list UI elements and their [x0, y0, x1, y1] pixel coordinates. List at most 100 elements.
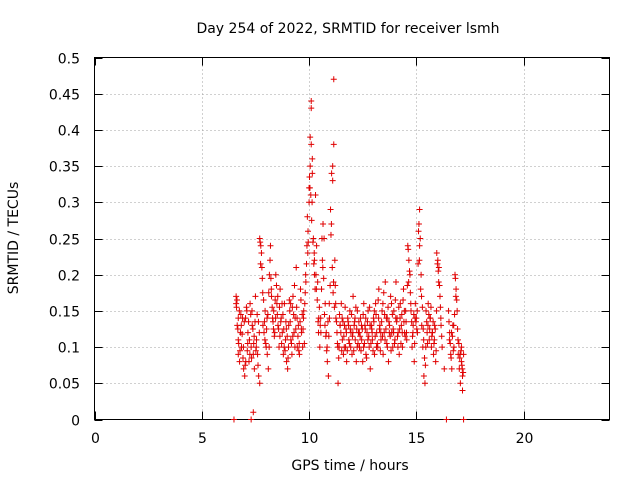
data-point [425, 311, 432, 318]
data-point [385, 358, 392, 365]
data-point [388, 347, 395, 354]
data-point [415, 228, 422, 235]
data-point [357, 315, 364, 322]
data-point [267, 242, 274, 249]
data-point [452, 275, 459, 282]
data-point [294, 315, 301, 322]
data-point [356, 329, 363, 336]
data-point [256, 380, 263, 387]
data-point [454, 307, 461, 314]
data-point [246, 351, 253, 358]
data-point [303, 260, 310, 267]
data-point [289, 333, 296, 340]
data-point [287, 318, 294, 325]
data-point [329, 264, 336, 271]
data-point [417, 286, 424, 293]
data-point [422, 344, 429, 351]
data-point [235, 351, 242, 358]
data-point [338, 300, 345, 307]
data-point [325, 333, 332, 340]
data-point [296, 340, 303, 347]
data-point [386, 322, 393, 329]
data-point [230, 416, 237, 423]
data-point [426, 326, 433, 332]
data-point [345, 322, 352, 329]
data-point [358, 347, 365, 354]
data-point [257, 260, 264, 267]
data-point [459, 373, 466, 380]
data-point [261, 336, 268, 343]
data-point [326, 300, 333, 307]
data-point [370, 347, 377, 354]
data-point [450, 344, 457, 351]
data-point [377, 347, 384, 354]
data-point [360, 344, 367, 351]
data-point [320, 221, 327, 228]
data-point [300, 315, 307, 322]
data-point [276, 344, 283, 351]
data-point [400, 286, 407, 293]
data-point [251, 333, 258, 340]
data-point [303, 242, 310, 249]
data-point [308, 141, 315, 148]
data-point [346, 307, 353, 314]
data-point [396, 326, 403, 332]
data-point [395, 304, 402, 311]
data-point [337, 329, 344, 336]
data-point [319, 257, 326, 264]
data-point [334, 344, 341, 351]
y-tick-label: 0.4 [58, 124, 80, 140]
data-point [419, 304, 426, 311]
data-point [285, 354, 292, 361]
data-point [448, 365, 455, 372]
data-point [291, 344, 298, 351]
data-point [313, 286, 320, 293]
data-point [397, 315, 404, 322]
grid [94, 57, 610, 420]
data-point [309, 170, 316, 177]
data-point [402, 333, 409, 340]
data-point [341, 344, 348, 351]
data-point [335, 380, 342, 387]
data-point [277, 286, 284, 293]
data-point [293, 304, 300, 311]
data-point [254, 311, 261, 318]
data-point [259, 322, 266, 329]
data-point [455, 336, 462, 343]
y-axis-ticks: 0 0.05 0.1 0.15 0.2 0.25 0.3 0.35 0.4 0.45 0.5 [49, 52, 610, 430]
data-point [284, 365, 291, 372]
data-point [420, 326, 427, 332]
data-point [276, 333, 283, 340]
data-point [342, 304, 349, 311]
x-axis-label: GPS time / hours [291, 458, 408, 474]
data-point [446, 336, 453, 343]
data-point [352, 336, 359, 343]
data-point [393, 318, 400, 325]
data-point [363, 354, 370, 361]
data-point [407, 300, 414, 307]
data-point [299, 311, 306, 318]
data-point [272, 271, 279, 278]
data-point [306, 184, 313, 191]
data-point [423, 307, 430, 314]
data-point [328, 221, 335, 228]
data-point [265, 289, 272, 296]
data-point [258, 249, 265, 256]
data-point [362, 351, 369, 358]
data-point [339, 318, 346, 325]
data-point [415, 260, 422, 267]
data-point [329, 163, 336, 170]
data-point [244, 347, 251, 354]
data-point [430, 318, 437, 325]
data-point [332, 282, 339, 289]
data-point [367, 322, 374, 329]
data-point [270, 326, 277, 332]
data-point [277, 318, 284, 325]
data-point [320, 275, 327, 282]
data-point [407, 289, 414, 296]
data-point [270, 307, 277, 314]
data-point [280, 351, 287, 358]
data-point [411, 358, 418, 365]
data-point [403, 318, 410, 325]
data-point [360, 300, 367, 307]
